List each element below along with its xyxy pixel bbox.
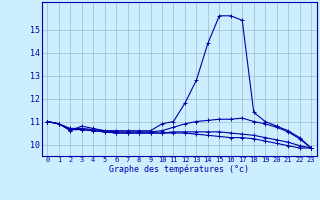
X-axis label: Graphe des températures (°c): Graphe des températures (°c) (109, 165, 249, 174)
